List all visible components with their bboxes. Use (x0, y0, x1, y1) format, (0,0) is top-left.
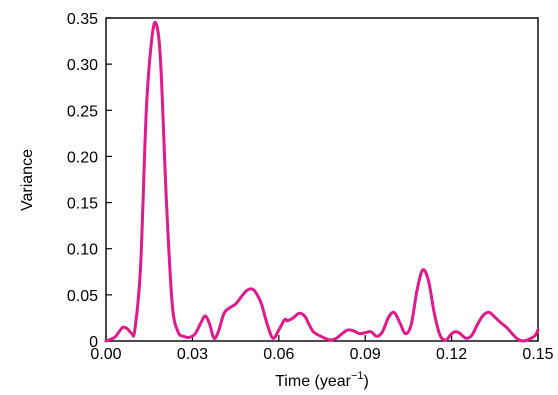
y-tick-label: 0.20 (67, 149, 98, 166)
x-tick-label: 0.00 (90, 346, 121, 363)
plot-frame (105, 17, 539, 342)
x-axis-ticks: 0.00 0.03 0.06 0.09 0.12 0.15 (90, 335, 554, 363)
y-axis-label: Variance (19, 149, 36, 211)
y-tick-label: 0.35 (67, 11, 98, 28)
y-axis-ticks: 0 0.05 0.10 0.15 0.20 0.25 0.30 0.35 (67, 11, 112, 351)
x-axis-label-main: Time (year (275, 373, 352, 390)
x-tick-label: 0.15 (522, 346, 553, 363)
y-tick-label: 0.25 (67, 103, 98, 120)
x-tick-label: 0.09 (350, 346, 381, 363)
y-tick-label: 0 (89, 334, 98, 351)
x-tick-label: 0.06 (263, 346, 294, 363)
x-axis-label-superscript: −1 (351, 370, 364, 382)
series-layer (104, 20, 540, 343)
x-tick-label: 0.03 (177, 346, 208, 363)
y-tick-label: 0.10 (67, 242, 98, 259)
y-tick-label: 0.05 (67, 288, 98, 305)
y-tick-label: 0.30 (67, 57, 98, 74)
x-tick-label: 0.12 (436, 346, 467, 363)
y-tick-label: 0.15 (67, 196, 98, 213)
plot-area (105, 17, 539, 342)
x-axis-label-suffix: ) (364, 373, 369, 390)
variance-series-line (104, 20, 540, 343)
x-axis-label: Time (year−1) (275, 370, 369, 390)
